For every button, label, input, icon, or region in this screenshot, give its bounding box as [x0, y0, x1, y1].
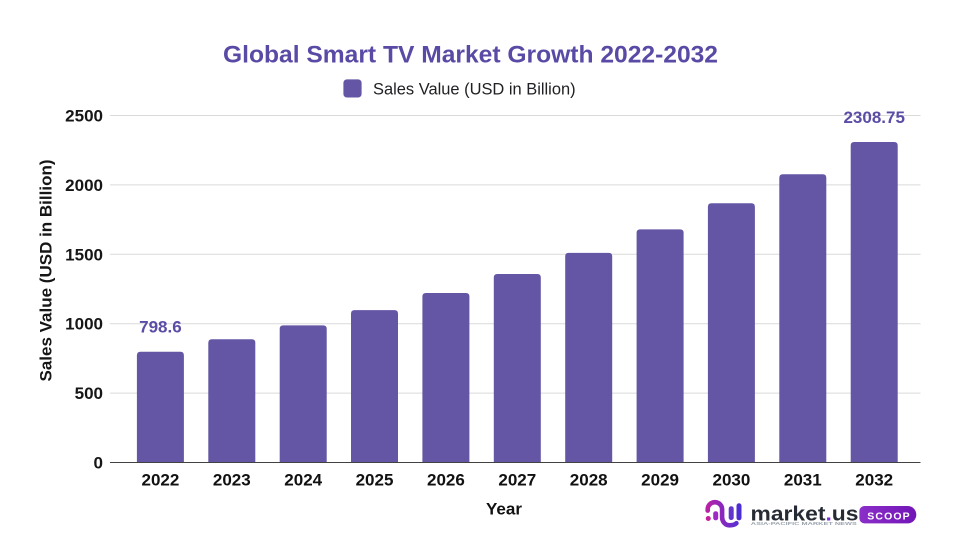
svg-text:2032: 2032 — [855, 471, 893, 490]
svg-text:2030: 2030 — [712, 471, 750, 490]
svg-text:500: 500 — [75, 384, 103, 403]
svg-text:2026: 2026 — [427, 471, 465, 490]
svg-text:2029: 2029 — [641, 471, 679, 490]
svg-text:market.us: market .us — [751, 503, 859, 525]
svg-text:SCOOP: SCOOP — [867, 510, 910, 522]
svg-text:1000: 1000 — [65, 315, 103, 334]
svg-text:2027: 2027 — [498, 471, 536, 490]
svg-text:Global Smart TV Market Growth: Global Smart TV Market Growth 2022-2032 — [223, 42, 718, 69]
svg-text:1500: 1500 — [65, 245, 103, 264]
svg-text:798.6: 798.6 — [139, 318, 182, 337]
svg-text:2023: 2023 — [213, 471, 251, 490]
svg-text:ASIA-PACIFIC MARKET NEWS: ASIA-PACIFIC MARKET NEWS — [751, 521, 858, 527]
svg-text:0: 0 — [94, 454, 103, 473]
svg-text:2028: 2028 — [570, 471, 608, 490]
svg-text:Sales Value (USD in Billion): Sales Value (USD in Billion) — [37, 160, 56, 382]
svg-text:2022: 2022 — [141, 471, 179, 490]
svg-text:2025: 2025 — [356, 471, 394, 490]
svg-text:2024: 2024 — [284, 471, 322, 490]
svg-text:2308.75: 2308.75 — [843, 108, 904, 127]
svg-text:2000: 2000 — [65, 176, 103, 195]
svg-text:Sales Value (USD in Billion): Sales Value (USD in Billion) — [373, 80, 576, 99]
svg-text:Year: Year — [486, 500, 522, 519]
svg-text:2031: 2031 — [784, 471, 822, 490]
svg-text:2500: 2500 — [65, 107, 103, 126]
